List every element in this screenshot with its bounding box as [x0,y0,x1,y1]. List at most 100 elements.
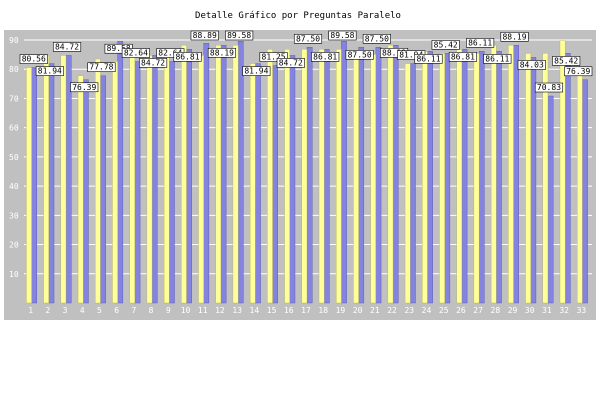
data-label-box [362,34,391,44]
y-tick-label: 60 [9,124,19,133]
x-tick-label: 2 [45,306,50,315]
data-label: 86.11 [468,38,492,47]
x-tick-label: 7 [131,306,136,315]
data-label: 86.81 [451,52,475,61]
x-tick-label: 32 [559,306,569,315]
x-tick-label: 10 [181,306,191,315]
bar-series-2 [542,53,549,304]
x-tick-label: 30 [525,306,535,315]
data-label: 77.78 [89,63,113,72]
bar-series-1 [513,45,519,304]
data-label-box [52,42,82,52]
data-label: 85.42 [434,40,458,49]
data-label: 82.64 [124,49,148,58]
bar-series-2 [112,61,118,304]
y-tick-label: 70 [9,94,19,103]
bar-series-1 [392,45,399,304]
bar-series-2 [336,49,342,304]
bar-series-2 [284,49,290,304]
bar-series-1 [134,61,141,304]
bar-series-1 [117,41,124,304]
data-label: 81.94 [244,67,268,76]
data-label-box [35,66,64,76]
bar-series-1 [427,51,433,304]
data-label: 81.94 [399,51,423,60]
bar-series-1 [410,63,416,304]
x-tick-label: 5 [97,306,102,315]
x-tick-label: 31 [542,306,552,315]
bar-series-1 [65,55,72,304]
bar-series-2 [456,49,463,304]
x-tick-label: 19 [336,306,346,315]
bar-series-1 [203,43,210,304]
bar-series-2 [301,49,308,304]
data-label-box [345,50,374,60]
bar-series-2 [163,49,170,304]
x-tick-label: 27 [473,306,483,315]
x-tick-label: 23 [404,306,414,315]
bar-series-1 [237,41,244,304]
data-label-box [190,30,219,41]
data-label: 84.72 [141,58,165,67]
x-tick-label: 24 [422,306,432,315]
bar-series-1 [444,53,451,304]
data-label: 82.64 [158,49,182,58]
data-label-box [483,54,512,64]
bar-series-1 [582,79,588,304]
x-tick-label: 17 [301,306,311,315]
data-label-box [552,56,581,66]
bar-series-1 [220,45,227,304]
bar-series-2 [439,53,445,304]
bar-series-2 [146,55,153,304]
x-tick-label: 4 [80,306,85,315]
data-labels: 80.5681.9484.7276.3977.7889.5882.6484.72… [19,30,593,93]
bar-series-1 [461,49,468,304]
data-label-box [225,30,254,41]
y-axis: 10 20 30 40 50 60 70 80 90 [9,36,19,279]
y-tick-label: 50 [9,153,19,162]
data-label: 81.25 [262,53,286,62]
x-tick-label: 22 [387,306,397,315]
x-tick-label: 11 [198,306,208,315]
x-tick-label: 25 [439,306,449,315]
data-label-box [121,48,150,58]
data-label-box [276,58,305,68]
y-tick-label: 40 [9,182,19,191]
bar-series-1 [547,95,554,304]
bar-series-1 [341,41,347,304]
bar-series-2 [215,45,222,304]
bar-series-2 [559,40,566,304]
bar-series-2 [249,63,256,304]
bar-series-1 [31,67,38,304]
data-label: 89.58 [227,31,251,40]
bar-series-2 [129,49,136,304]
bar-series-2 [60,55,67,304]
y-tick-label: 20 [9,241,19,250]
x-tick-label: 12 [215,306,225,315]
data-label: 84.72 [279,58,303,67]
x-tick-label: 20 [353,306,363,315]
bar-series-2 [318,49,325,304]
data-label: 86.81 [313,52,337,61]
bar-series-2 [370,54,377,304]
data-label: 70.83 [537,83,561,92]
plot-area [4,30,596,320]
bar-series-1 [272,65,278,304]
data-label: 84.03 [520,60,544,69]
y-tick-label: 90 [9,36,19,45]
data-label: 87.50 [365,34,389,43]
x-tick-label: 9 [166,306,171,315]
data-label: 89.58 [330,31,354,40]
bar-series-2 [267,49,273,304]
x-axis: 1 2 3 4 5 6 7 8 9 10 11 12 13 14 15 16 17 18 19 20 21 22 23 24 2… [28,306,586,315]
bars [26,40,588,304]
bar-series-2 [43,55,50,304]
data-label-box [87,62,116,73]
bar-series-2 [181,45,187,304]
data-label-box [328,30,357,41]
bar-series-1 [186,49,192,304]
bar-series-1 [100,75,106,304]
data-label: 88.19 [502,32,526,41]
x-tick-label: 29 [508,306,518,315]
